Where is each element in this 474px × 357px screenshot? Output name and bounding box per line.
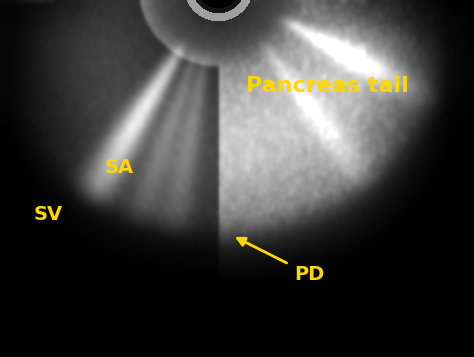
Text: PD: PD [294, 265, 324, 285]
Text: Pancreas tail: Pancreas tail [246, 76, 409, 96]
Text: SA: SA [104, 158, 133, 177]
Text: SV: SV [33, 205, 62, 224]
